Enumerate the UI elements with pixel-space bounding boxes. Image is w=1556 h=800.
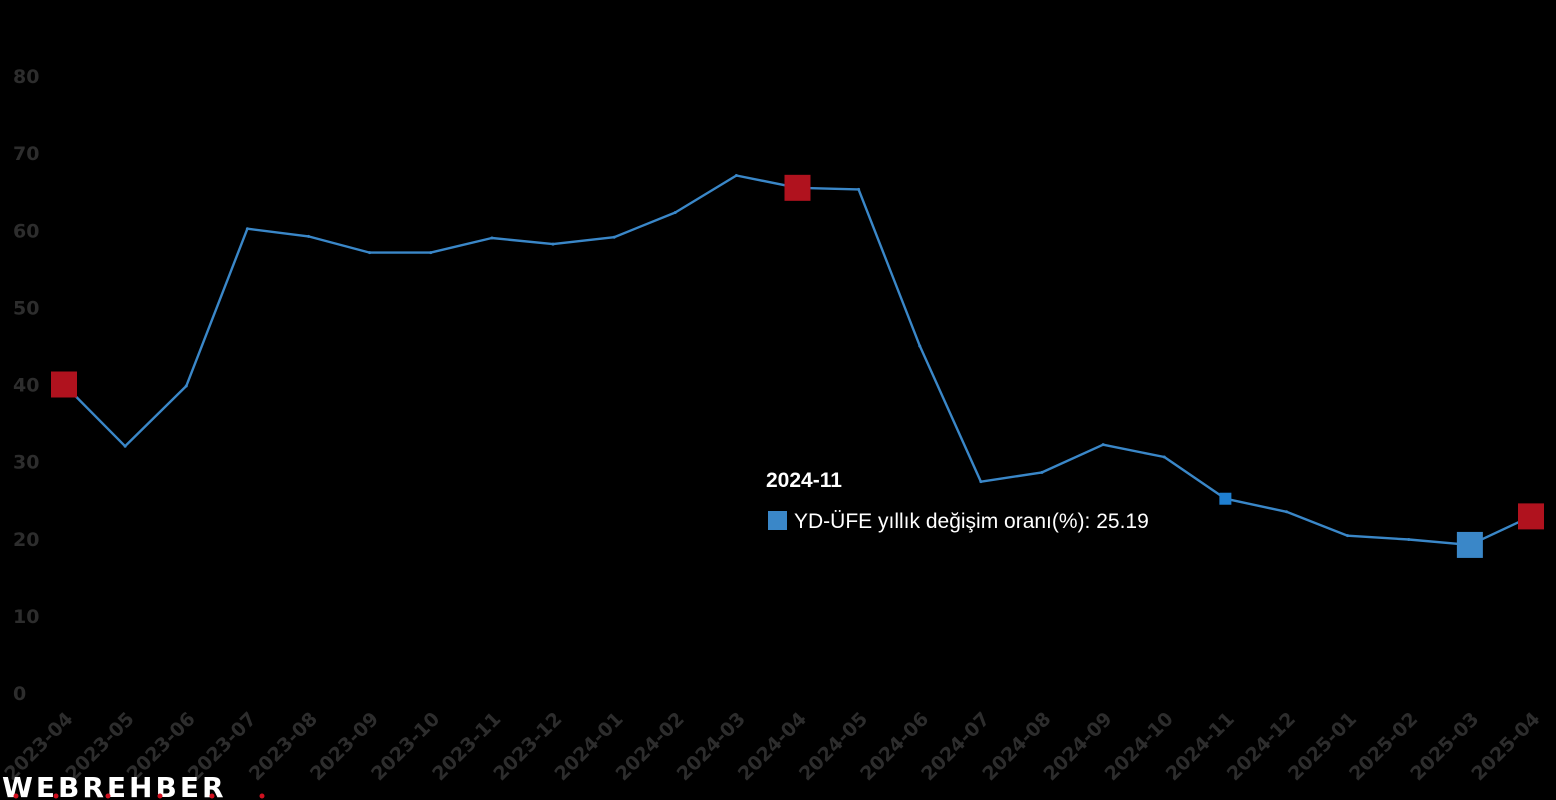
data-point[interactable] (1346, 534, 1350, 538)
data-point[interactable] (551, 242, 555, 246)
data-point[interactable] (307, 234, 310, 238)
webrehber-logo: WEBREHBER (2, 771, 265, 800)
logo-dot (209, 793, 215, 799)
data-point[interactable] (429, 251, 433, 255)
y-tick-label: 70 (13, 143, 39, 165)
logo-dot (13, 793, 19, 799)
tooltip: 2024-11 YD-ÜFE yıllık değişim oranı(%): … (766, 469, 1149, 533)
data-point[interactable] (918, 344, 922, 348)
data-point[interactable] (184, 384, 188, 388)
data-point[interactable] (1407, 538, 1411, 542)
data-point[interactable] (368, 251, 372, 255)
logo-dot (53, 793, 59, 799)
tooltip-title: 2024-11 (766, 469, 842, 492)
data-point[interactable] (123, 444, 127, 448)
data-point[interactable] (1040, 470, 1044, 474)
logo-dot (259, 793, 265, 799)
y-tick-label: 30 (13, 452, 39, 474)
data-point[interactable] (734, 173, 738, 177)
y-tick-label: 80 (13, 66, 39, 88)
y-tick-label: 0 (13, 683, 26, 705)
highlight-marker[interactable] (1456, 531, 1483, 558)
y-tick-label: 10 (13, 606, 39, 628)
y-tick-label: 60 (13, 220, 39, 242)
logo-text: WEBREHBER (2, 771, 227, 800)
logo-dot (105, 793, 111, 799)
data-point[interactable] (1285, 510, 1288, 514)
y-axis: 0 10 20 30 40 50 60 70 80 (13, 66, 39, 705)
data-point[interactable] (1162, 455, 1166, 459)
data-point[interactable] (245, 227, 249, 231)
data-point[interactable] (979, 480, 983, 484)
highlight-markers (51, 174, 1544, 558)
highlight-marker[interactable] (784, 174, 811, 201)
highlight-marker[interactable] (51, 371, 77, 398)
data-point[interactable] (612, 235, 616, 239)
logo-dot (157, 793, 163, 799)
hovered-point-marker[interactable] (1219, 492, 1232, 505)
y-tick-label: 20 (13, 529, 39, 551)
x-axis: 2023-042023-052023-062023-072023-082023-… (0, 708, 1544, 785)
tooltip-value-label: YD-ÜFE yıllık değişim oranı(%): 25.19 (794, 510, 1149, 533)
data-point[interactable] (673, 211, 677, 215)
y-tick-label: 40 (13, 375, 39, 397)
tooltip-series-swatch (768, 511, 787, 530)
y-tick-label: 50 (13, 297, 39, 319)
highlight-marker[interactable] (1518, 503, 1544, 530)
data-point[interactable] (490, 236, 494, 240)
data-point[interactable] (857, 187, 861, 191)
data-point[interactable] (1101, 443, 1105, 447)
